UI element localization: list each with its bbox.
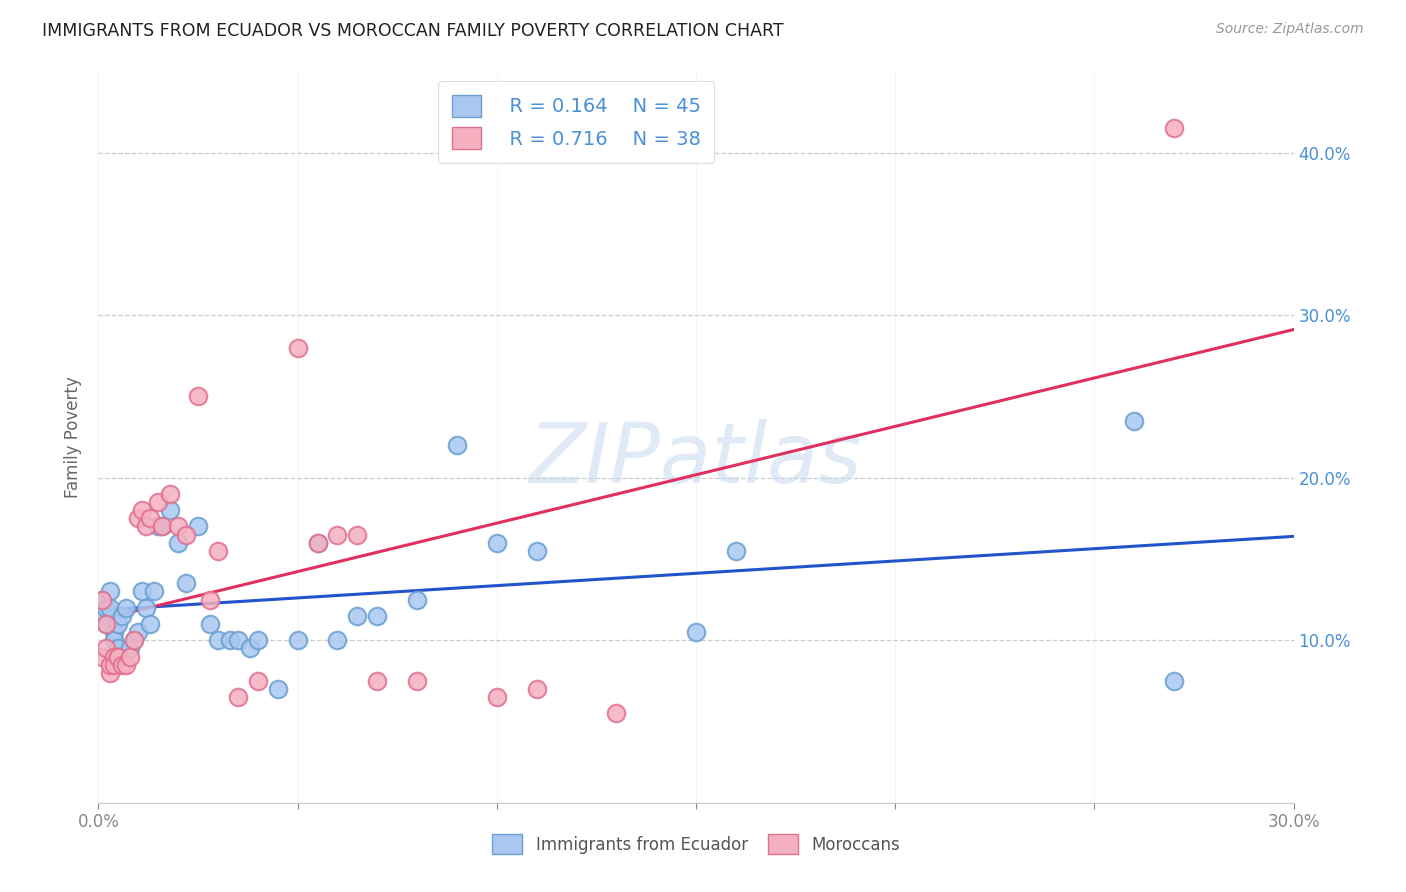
Point (107, 649, 129, 664)
Y-axis label: Family Poverty: Family Poverty (65, 376, 83, 498)
Point (91, 608, 114, 623)
Point (91, 592, 114, 607)
Point (96, 617, 118, 632)
Point (685, 625, 707, 640)
Point (91, 592, 114, 607)
Point (346, 608, 368, 623)
Point (159, 487, 181, 501)
Text: IMMIGRANTS FROM ECUADOR VS MOROCCAN FAMILY POVERTY CORRELATION CHART: IMMIGRANTS FROM ECUADOR VS MOROCCAN FAMI… (42, 22, 783, 40)
Point (1163, 121, 1185, 136)
Point (326, 527, 349, 541)
Point (1123, 414, 1146, 428)
Point (150, 519, 173, 533)
Point (167, 519, 190, 533)
Point (124, 633, 146, 648)
Point (135, 600, 157, 615)
Point (139, 617, 162, 632)
Point (131, 503, 153, 517)
Point (107, 649, 129, 664)
Point (207, 633, 229, 648)
Point (226, 633, 249, 648)
Point (267, 681, 290, 696)
Point (366, 673, 388, 688)
Point (91, 649, 114, 664)
Point (127, 511, 149, 525)
Point (143, 584, 166, 599)
Point (485, 690, 508, 705)
Point (307, 535, 329, 549)
Point (96, 600, 118, 615)
Point (406, 592, 429, 607)
Point (198, 617, 221, 632)
Point (103, 649, 125, 664)
Point (107, 617, 129, 632)
Text: Source: ZipAtlas.com: Source: ZipAtlas.com (1216, 22, 1364, 37)
Point (115, 600, 138, 615)
Point (187, 519, 209, 533)
Point (605, 706, 627, 721)
Point (406, 673, 429, 688)
Point (207, 544, 229, 558)
Point (103, 625, 125, 640)
Legend: Immigrants from Ecuador, Moroccans: Immigrants from Ecuador, Moroccans (485, 828, 907, 860)
Point (526, 681, 548, 696)
Point (1163, 673, 1185, 688)
Point (96, 641, 118, 656)
Point (485, 535, 508, 549)
Point (366, 608, 388, 623)
Point (346, 527, 368, 541)
Point (326, 633, 349, 648)
Point (103, 657, 125, 672)
Point (167, 535, 190, 549)
Point (198, 592, 221, 607)
Point (287, 341, 309, 355)
Point (139, 511, 162, 525)
Text: ZIPatlas: ZIPatlas (529, 418, 863, 500)
Point (111, 657, 134, 672)
Point (131, 584, 153, 599)
Point (246, 673, 269, 688)
Point (526, 544, 548, 558)
Point (174, 527, 197, 541)
Point (287, 633, 309, 648)
Point (107, 641, 129, 656)
Point (148, 495, 170, 509)
Point (103, 633, 125, 648)
Point (96, 617, 118, 632)
Point (307, 535, 329, 549)
Point (135, 519, 157, 533)
Point (98, 657, 122, 672)
Point (226, 690, 249, 705)
Point (174, 576, 197, 591)
Point (127, 625, 149, 640)
Point (159, 503, 181, 517)
Point (120, 641, 142, 656)
Point (115, 657, 138, 672)
Point (187, 389, 209, 403)
Point (150, 519, 173, 533)
Point (446, 438, 468, 452)
Point (98, 584, 122, 599)
Point (111, 608, 134, 623)
Point (724, 544, 747, 558)
Point (120, 649, 142, 664)
Point (219, 633, 242, 648)
Point (98, 600, 122, 615)
Point (98, 665, 122, 680)
Point (124, 633, 146, 648)
Point (148, 519, 170, 533)
Point (246, 633, 269, 648)
Point (239, 641, 262, 656)
